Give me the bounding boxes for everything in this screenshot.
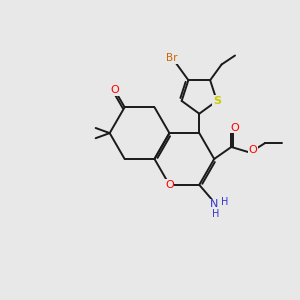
Text: H: H [220,197,228,207]
Text: Br: Br [167,53,178,64]
Text: S: S [213,96,221,106]
Text: H: H [212,209,220,219]
Text: N: N [210,199,219,209]
Text: O: O [165,180,174,190]
Text: O: O [230,123,239,133]
Text: O: O [248,145,257,155]
Text: O: O [110,85,119,95]
